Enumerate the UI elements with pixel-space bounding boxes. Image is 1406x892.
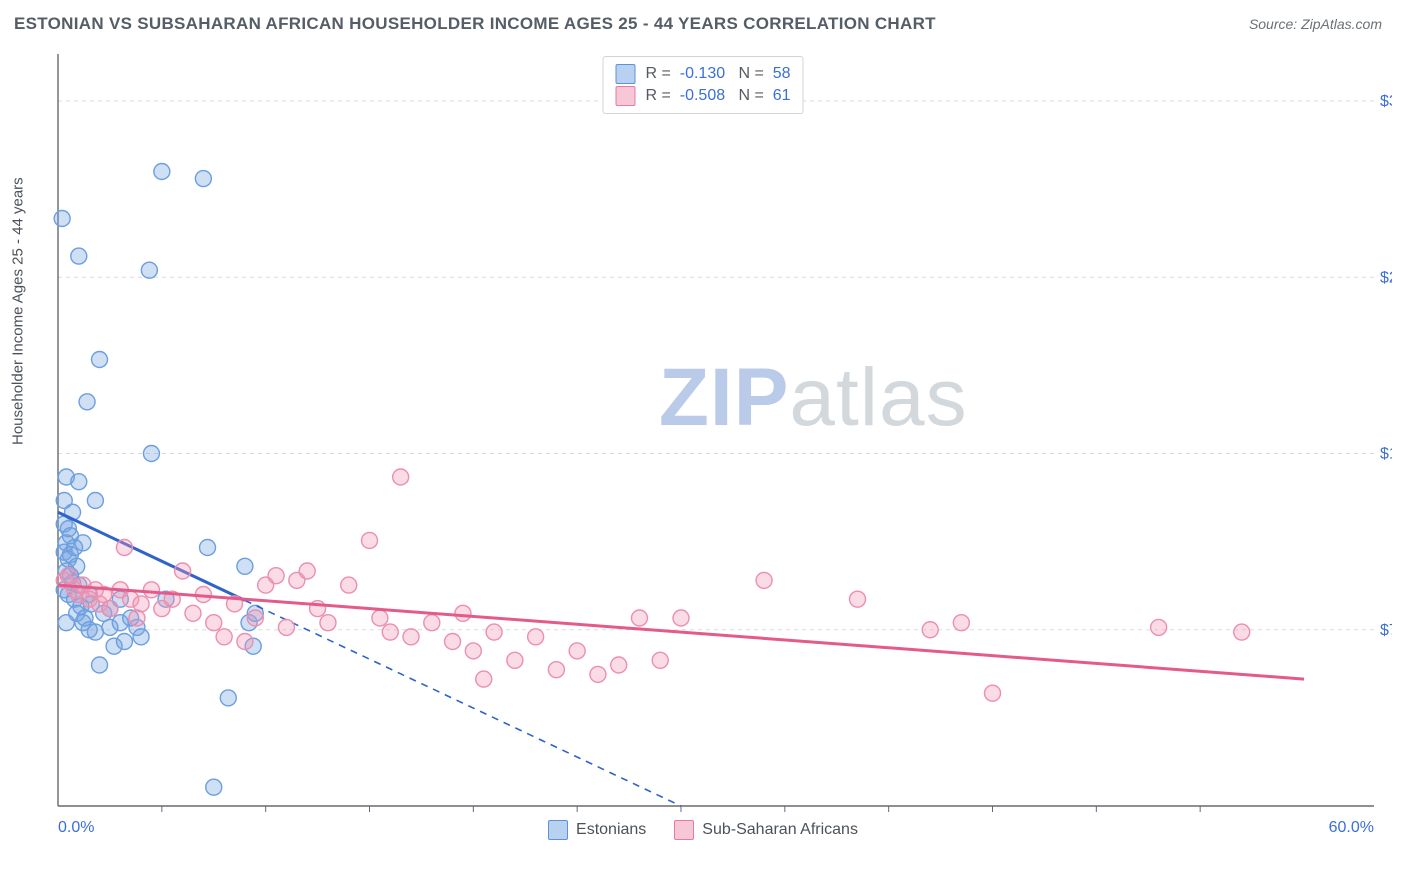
plot-area: ZIPatlas $75,000$150,000$225,000$300,000… <box>14 50 1392 840</box>
svg-text:$225,000: $225,000 <box>1380 269 1392 286</box>
chart-title: ESTONIAN VS SUBSAHARAN AFRICAN HOUSEHOLD… <box>14 14 936 34</box>
svg-text:$75,000: $75,000 <box>1380 622 1392 639</box>
correlation-legend: R = -0.130 N = 58R = -0.508 N = 61 <box>603 56 804 114</box>
svg-text:$300,000: $300,000 <box>1380 93 1392 110</box>
chart-source: Source: ZipAtlas.com <box>1249 16 1382 32</box>
y-axis-label: Householder Income Ages 25 - 44 years <box>10 177 27 445</box>
svg-text:$150,000: $150,000 <box>1380 446 1392 463</box>
scatter-chart: $75,000$150,000$225,000$300,0000.0%60.0% <box>14 50 1392 840</box>
series-legend: EstoniansSub-Saharan Africans <box>14 820 1392 840</box>
